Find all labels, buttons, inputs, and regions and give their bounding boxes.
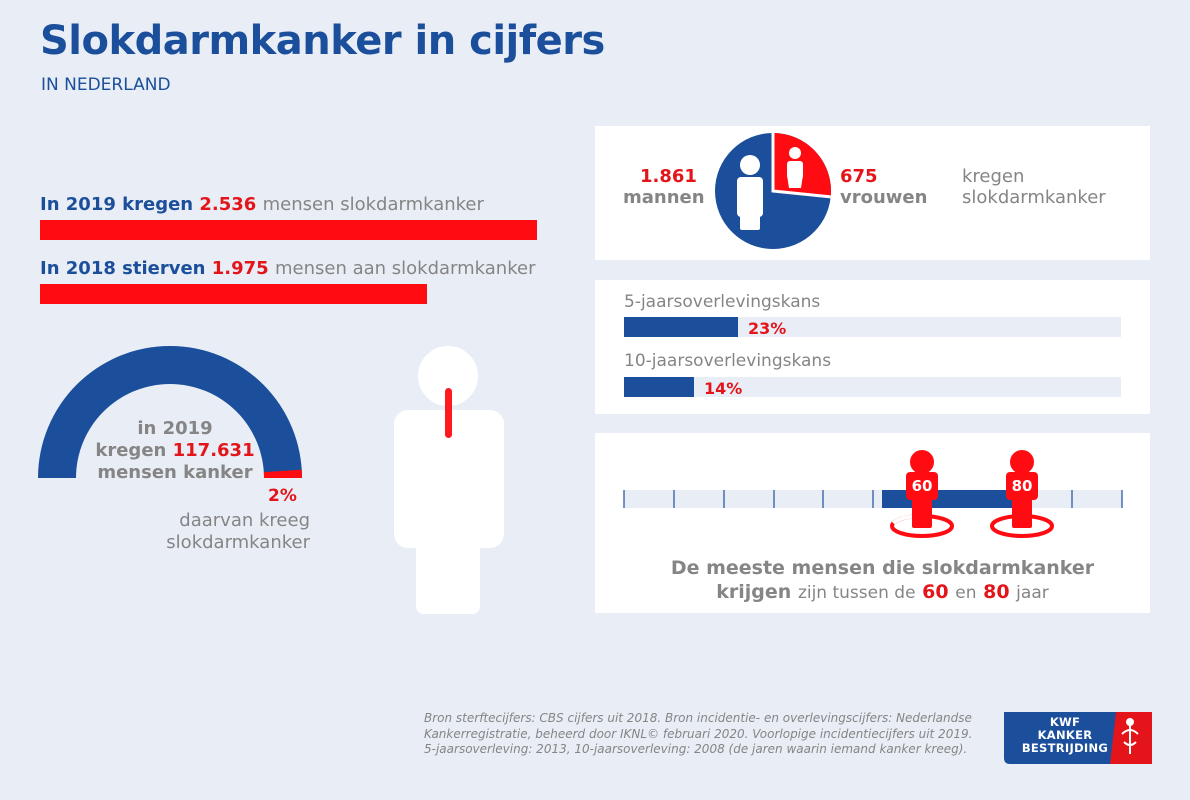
- incidence-suffix: mensen slokdarmkanker: [262, 194, 484, 215]
- gender-caption: kregen slokdarmkanker: [962, 166, 1132, 208]
- deaths-line: In 2018 stierven 1.975 mensen aan slokda…: [40, 258, 535, 279]
- incidence-prefix: In 2019 kregen: [40, 194, 194, 215]
- age-caption-between: zijn tussen de: [797, 583, 916, 603]
- kwf-logo-text: KWF KANKER BESTRIJDING: [1010, 716, 1120, 755]
- esophagus-icon: [445, 388, 452, 438]
- source-note: Bron sterftecijfers: CBS cijfers uit 201…: [424, 711, 973, 756]
- age-caption-end: jaar: [1016, 583, 1049, 603]
- age-caption-line1: De meeste mensen die slokdarmkanker: [670, 557, 1095, 579]
- men-label: mannen: [623, 187, 705, 208]
- logo-line3: BESTRIJDING: [1021, 741, 1109, 755]
- deaths-suffix: mensen aan slokdarmkanker: [274, 258, 536, 279]
- gauge-arc: [38, 346, 302, 478]
- all-cancer-year: in 2019: [137, 418, 213, 439]
- incidence-value: 2.536: [199, 194, 257, 215]
- age-panel: [595, 433, 1150, 613]
- all-cancer-value: 117.631: [172, 440, 255, 461]
- gauge-slokdarm-segment: [263, 469, 302, 478]
- pie-divider: [771, 133, 831, 199]
- logo-line1: KWF: [1049, 715, 1081, 729]
- gender-panel: [595, 126, 1150, 260]
- incidence-line: In 2019 kregen 2.536 mensen slokdarmkank…: [40, 194, 484, 215]
- survival-5y-track: [624, 317, 1121, 337]
- all-cancer-caption-line2: slokdarmkanker: [166, 532, 310, 553]
- gender-pie-chart: [715, 133, 831, 249]
- all-cancer-gauge: [38, 346, 302, 478]
- age-caption-to: 80: [983, 581, 1010, 603]
- page-title: Slokdarmkanker in cijfers: [40, 18, 605, 64]
- age-60-marker: 60: [890, 450, 954, 538]
- deaths-prefix: In 2018 stierven: [40, 258, 206, 279]
- incidence-bar: [40, 220, 537, 240]
- all-cancer-caption: daarvan kreeg slokdarmkanker: [150, 510, 310, 554]
- survival-10y-track: [624, 377, 1121, 397]
- men-count: 1.861: [640, 166, 697, 187]
- age-80-label: 80: [1012, 477, 1033, 495]
- all-cancer-percent: 2%: [268, 486, 297, 506]
- age-scale-ticks: [623, 490, 1123, 508]
- age-caption-from: 60: [922, 581, 949, 603]
- survival-5y-value: 23%: [748, 319, 787, 338]
- gender-caption-line2: slokdarmkanker: [962, 187, 1106, 208]
- survival-10y-value: 14%: [704, 379, 743, 398]
- survival-10y-label: 10-jaarsoverlevingskans: [624, 351, 832, 371]
- all-cancer-verb: kregen: [95, 440, 167, 461]
- kwf-logo: [1004, 712, 1152, 764]
- survival-5y-fill: [624, 317, 738, 337]
- woman-icon: [787, 147, 803, 188]
- age-60-label: 60: [912, 477, 933, 495]
- survival-5y-label: 5-jaarsoverlevingskans: [624, 292, 821, 312]
- person-figure-icon: [394, 346, 504, 614]
- age-caption-verb: krijgen: [716, 581, 792, 603]
- all-cancer-label: mensen kanker: [97, 462, 253, 483]
- age-range-fill: [882, 490, 1022, 508]
- deaths-bar: [40, 284, 427, 304]
- logo-line2: KANKER: [1037, 728, 1093, 742]
- all-cancer-text: in 2019 kregen 117.631 mensen kanker: [80, 418, 270, 484]
- age-caption: De meeste mensen die slokdarmkanker krij…: [610, 556, 1155, 605]
- age-caption-and: en: [955, 583, 977, 603]
- age-80-marker: 80: [990, 450, 1054, 538]
- man-icon: [737, 155, 763, 230]
- survival-10y-fill: [624, 377, 694, 397]
- age-scale: 60 80: [623, 450, 1123, 538]
- women-count: 675: [840, 166, 878, 187]
- women-label: vrouwen: [840, 187, 928, 208]
- kwf-emblem-icon: [1121, 718, 1139, 754]
- page-subtitle: IN NEDERLAND: [41, 75, 171, 95]
- all-cancer-caption-line1: daarvan kreeg: [179, 510, 310, 531]
- gender-caption-line1: kregen: [962, 166, 1025, 187]
- deaths-value: 1.975: [211, 258, 269, 279]
